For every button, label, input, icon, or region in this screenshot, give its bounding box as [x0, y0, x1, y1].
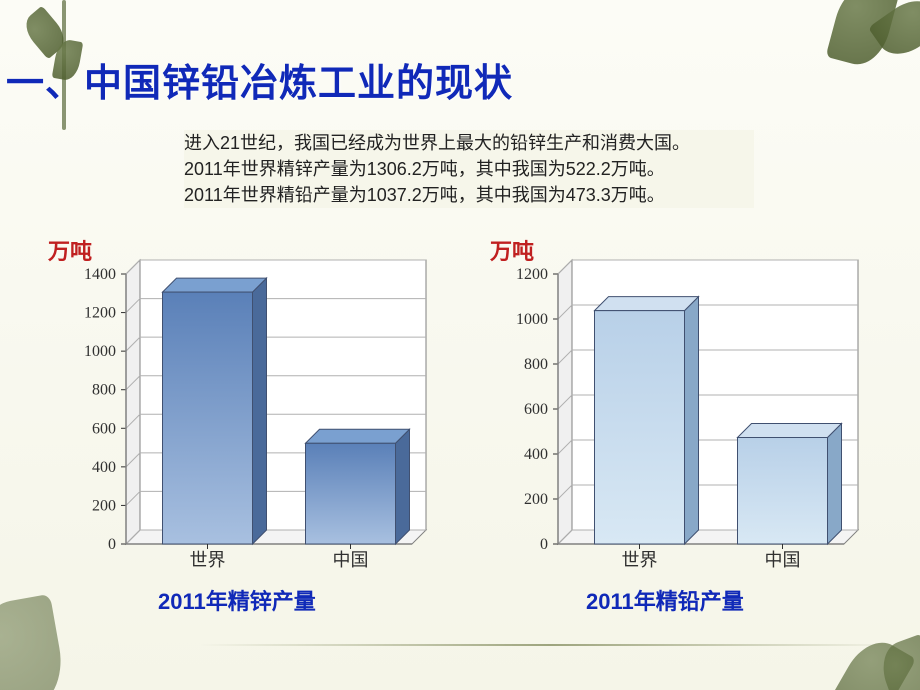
intro-line-1: 进入21世纪，我国已经成为世界上最大的铅锌生产和消费大国。: [184, 130, 754, 156]
svg-text:0: 0: [540, 536, 548, 553]
svg-text:1200: 1200: [84, 305, 116, 322]
chart2: 0 200 400 600 800 1000 1200 世界 中国: [488, 254, 868, 584]
page-title: 一、中国锌铅冶炼工业的现状: [6, 52, 513, 107]
svg-text:中国: 中国: [333, 550, 369, 570]
svg-text:400: 400: [524, 446, 548, 463]
svg-text:600: 600: [92, 420, 116, 437]
footer-rule: [200, 644, 900, 646]
svg-text:世界: 世界: [622, 550, 658, 570]
svg-text:800: 800: [92, 382, 116, 399]
svg-text:世界: 世界: [190, 550, 226, 570]
svg-text:1000: 1000: [516, 311, 548, 328]
svg-text:1400: 1400: [84, 266, 116, 283]
svg-text:200: 200: [92, 497, 116, 514]
svg-text:800: 800: [524, 356, 548, 373]
intro-text: 进入21世纪，我国已经成为世界上最大的铅锌生产和消费大国。 2011年世界精锌产…: [184, 130, 754, 208]
svg-text:200: 200: [524, 491, 548, 508]
chart1-title: 2011年精锌产量: [158, 584, 316, 616]
svg-text:1000: 1000: [84, 343, 116, 360]
intro-line-2: 2011年世界精锌产量为1306.2万吨，其中我国为522.2万吨。: [184, 156, 754, 182]
intro-line-3: 2011年世界精铅产量为1037.2万吨，其中我国为473.3万吨。: [184, 182, 754, 208]
svg-text:400: 400: [92, 459, 116, 476]
svg-text:600: 600: [524, 401, 548, 418]
svg-text:中国: 中国: [765, 550, 801, 570]
svg-text:0: 0: [108, 536, 116, 553]
chart1: 0 200 400 600 800 1000 1200 1400 世界 中国: [56, 254, 436, 584]
chart2-title: 2011年精铅产量: [586, 584, 744, 616]
svg-text:1200: 1200: [516, 266, 548, 283]
